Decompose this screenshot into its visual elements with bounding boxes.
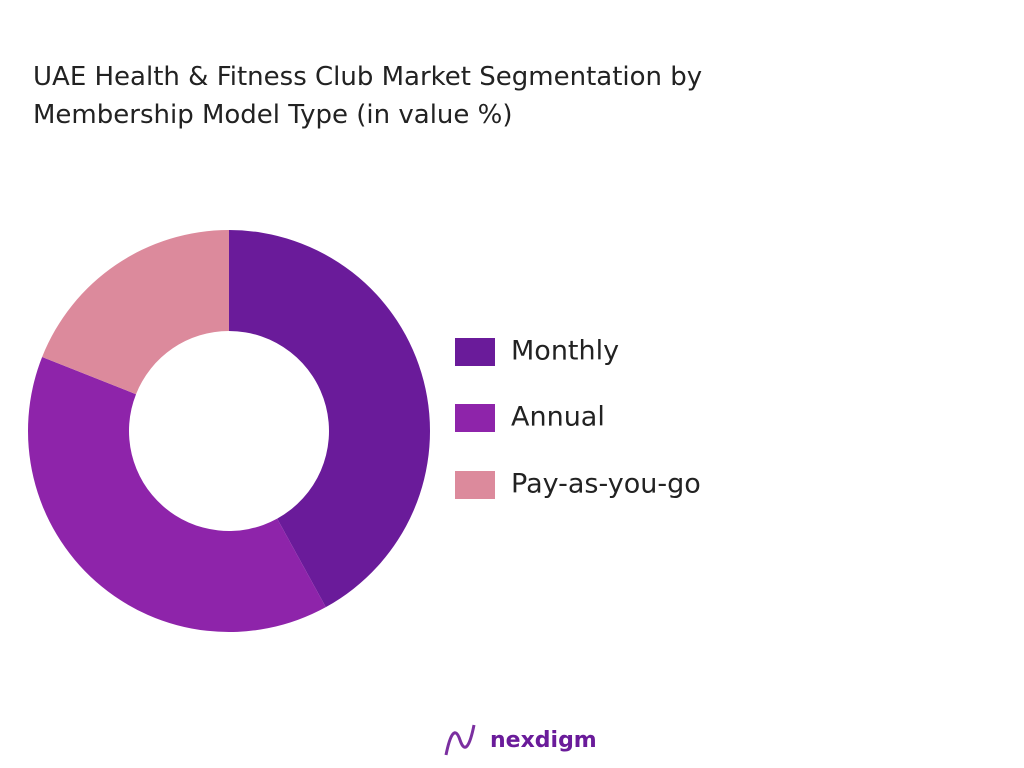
donut-slice — [229, 230, 430, 608]
logo-mark — [444, 724, 476, 756]
legend-label: Monthly — [511, 336, 619, 367]
chart-title: UAE Health & Fitness Club Market Segment… — [33, 62, 703, 130]
legend-label: Annual — [511, 402, 605, 433]
legend-swatch — [455, 471, 495, 499]
logo-icon — [444, 724, 476, 756]
logo-text: nexdigm — [490, 728, 597, 753]
donut-slice — [28, 357, 326, 633]
legend-swatch — [455, 338, 495, 366]
legend-label: Pay-as-you-go — [511, 469, 701, 500]
donut-slice — [42, 230, 229, 395]
legend-swatch — [455, 404, 495, 432]
